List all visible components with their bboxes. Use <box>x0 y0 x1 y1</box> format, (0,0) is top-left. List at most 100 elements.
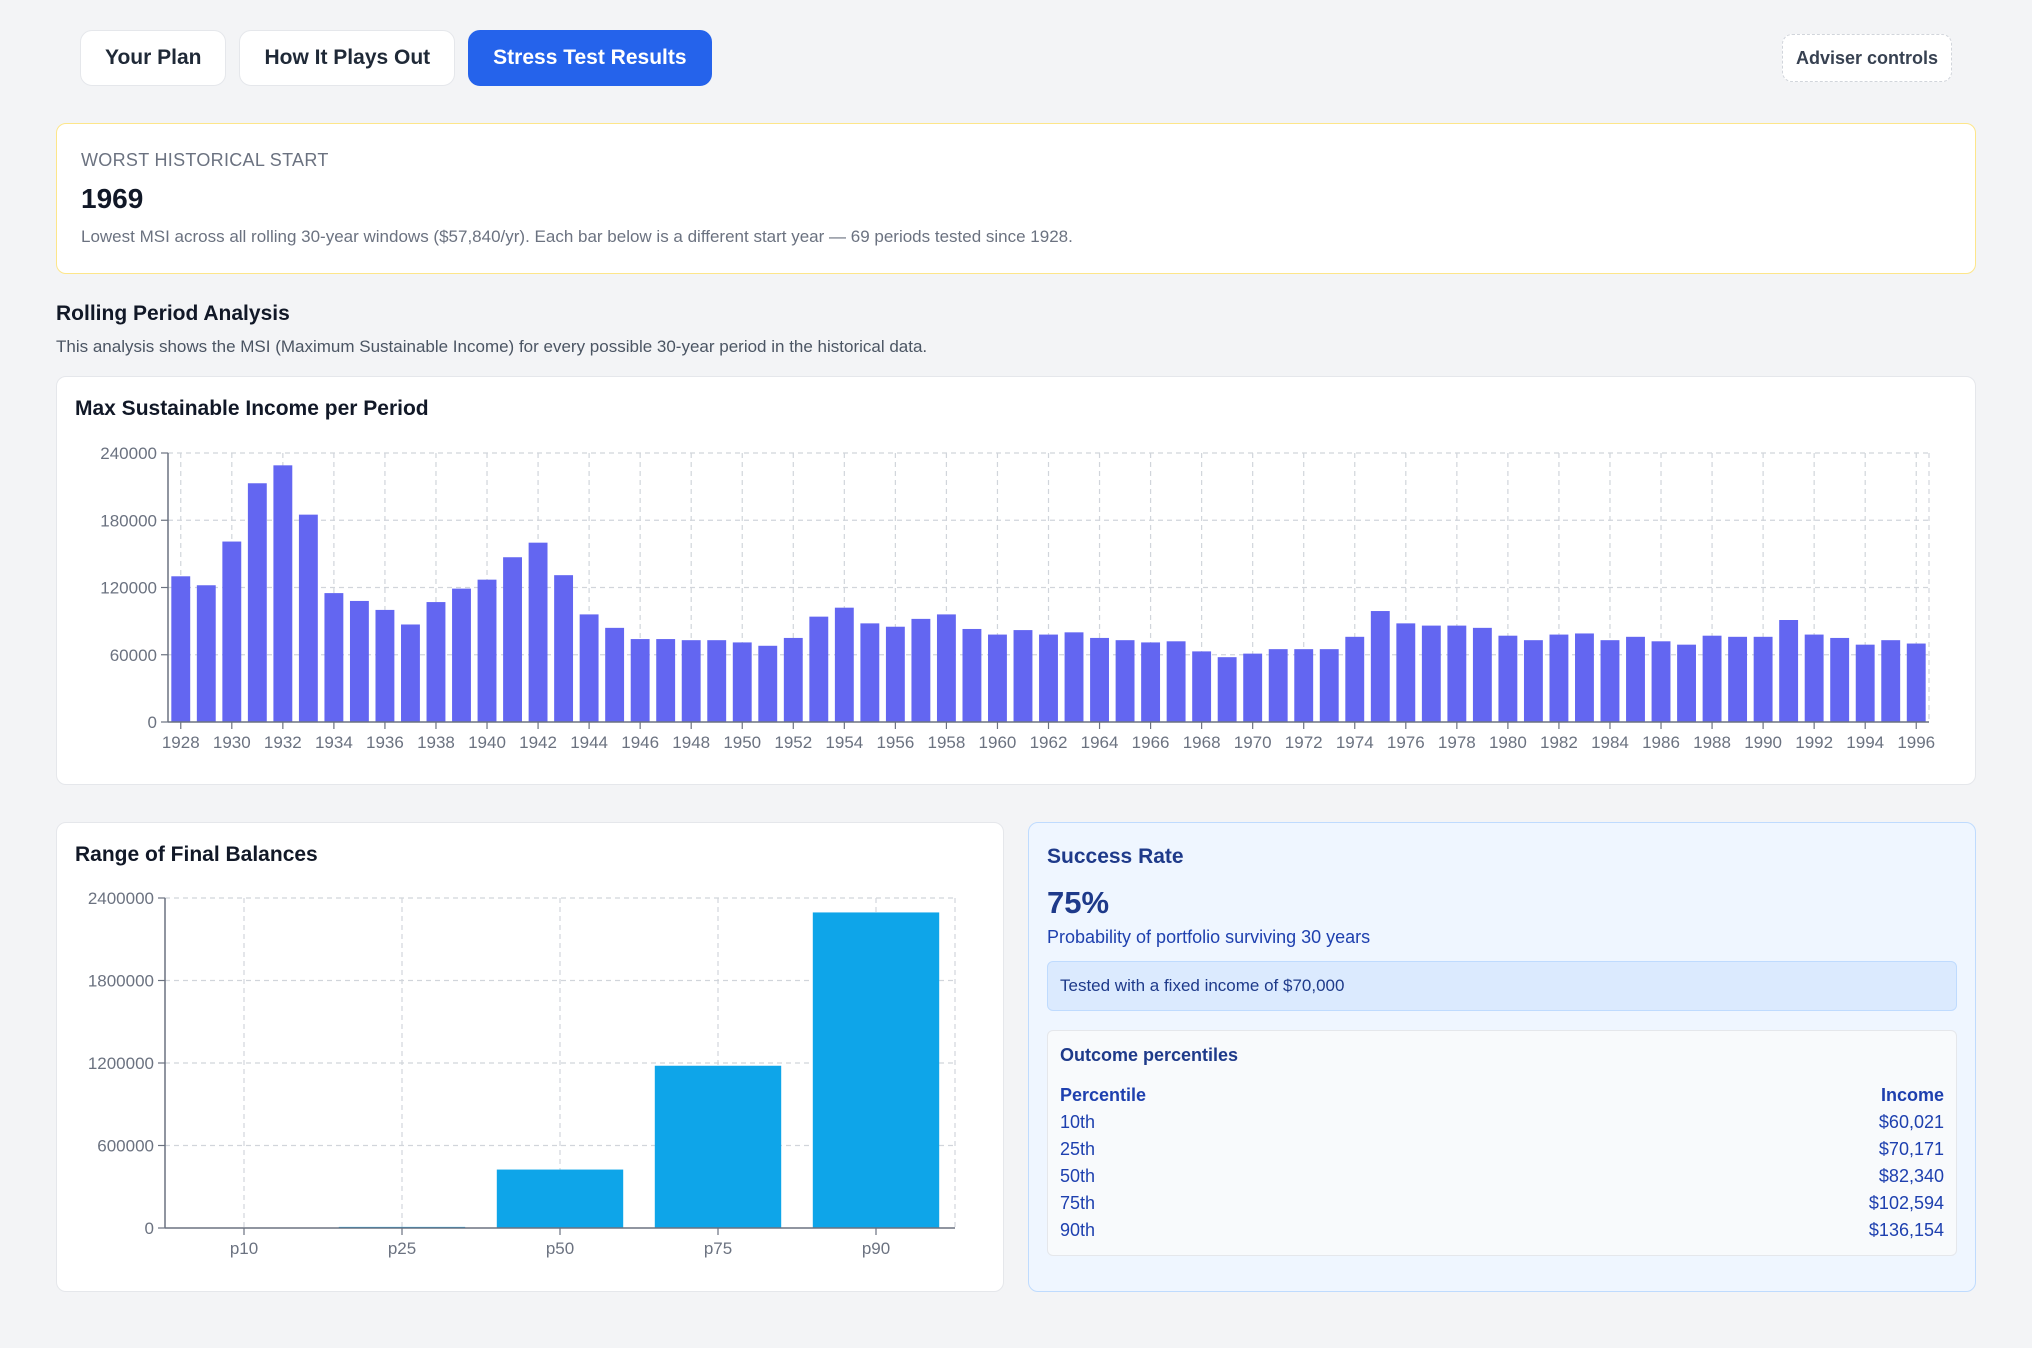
bar-1954 <box>834 607 854 722</box>
bar-1982 <box>1549 634 1569 722</box>
bar-1971 <box>1268 649 1288 722</box>
bar-1986 <box>1651 641 1671 722</box>
bar-1990 <box>1753 636 1773 722</box>
x-tick-label: p10 <box>230 1239 258 1258</box>
adviser-controls-button[interactable]: Adviser controls <box>1782 34 1952 82</box>
msi-bar-chart: 0 60000 120000 180000 240000 1928 1930 1932 1934… <box>100 444 1935 752</box>
fixed-income-text: Tested with a fixed income of $70,000 <box>1060 976 1345 995</box>
x-tick-label: 1940 <box>468 733 506 752</box>
header-percentile: Percentile <box>1060 1084 1147 1105</box>
table-row: 90th $136,154 <box>1060 1217 1944 1244</box>
x-tick-label: 1990 <box>1744 733 1782 752</box>
bar-1942 <box>528 542 548 722</box>
bar-1940 <box>477 579 497 722</box>
bar-1953 <box>809 616 829 722</box>
row-percentile: 75th <box>1060 1193 1096 1213</box>
row-income: $82,340 <box>1878 1166 1944 1186</box>
bar-p90 <box>812 912 940 1228</box>
rolling-period-description: This analysis shows the MSI (Maximum Sus… <box>56 337 928 356</box>
bar-1992 <box>1804 634 1824 722</box>
x-tick-label: 1996 <box>1897 733 1935 752</box>
bar-1934 <box>324 593 344 722</box>
bar-1977 <box>1421 625 1441 722</box>
x-tick-label: 1936 <box>366 733 404 752</box>
bar-1972 <box>1294 649 1314 722</box>
x-tick-label: 1974 <box>1336 733 1374 752</box>
success-rate-card: Success Rate 75% Probability of portfoli… <box>1028 822 1976 1292</box>
header-income: Income <box>1880 1084 1944 1105</box>
row-percentile: 50th <box>1060 1166 1096 1186</box>
bar-1996 <box>1906 643 1926 722</box>
x-tick-label: 1944 <box>570 733 608 752</box>
success-rate-subtitle: Probability of portfolio surviving 30 ye… <box>1047 927 1371 947</box>
success-rate-title: Success Rate <box>1047 845 1184 868</box>
tab-how-it-plays-out[interactable]: How It Plays Out <box>239 30 456 86</box>
percentiles-table: Percentile Income 10th $60,021 25th $70,17… <box>1060 1081 1944 1244</box>
bar-1956 <box>885 626 905 722</box>
table-header-row: Percentile Income <box>1060 1081 1944 1109</box>
bar-1952 <box>783 637 803 722</box>
bar-1930 <box>222 541 242 722</box>
row-percentile: 90th <box>1060 1220 1096 1240</box>
row-percentile: 10th <box>1060 1112 1096 1132</box>
bar-1963 <box>1064 632 1084 722</box>
x-tick-label: 1928 <box>162 733 200 752</box>
bar-p75 <box>654 1065 782 1228</box>
bar-1939 <box>452 588 471 722</box>
bar-1950 <box>732 642 752 722</box>
bar-1957 <box>911 618 931 722</box>
fixed-income-note: Tested with a fixed income of $70,000 <box>1047 961 1957 1011</box>
rolling-period-title: Rolling Period Analysis <box>56 302 290 325</box>
bar-1994 <box>1855 644 1875 722</box>
bar-1943 <box>554 575 574 722</box>
balances-chart-card: Range of Final Balances 0 600000 1200000 18… <box>56 822 1004 1292</box>
bar-1955 <box>860 623 880 722</box>
x-tick-label: 1976 <box>1387 733 1425 752</box>
worst-start-year: 1969 <box>81 183 144 214</box>
bar-1967 <box>1166 641 1186 722</box>
row-percentile: 25th <box>1060 1139 1096 1159</box>
row-income: $136,154 <box>1868 1220 1944 1240</box>
worst-start-description: Lowest MSI across all rolling 30-year wi… <box>81 227 1073 246</box>
row-income: $60,021 <box>1878 1112 1944 1132</box>
tab-stress-test-results[interactable]: Stress Test Results <box>468 30 712 86</box>
tab-your-plan[interactable]: Your Plan <box>80 30 227 86</box>
bar-1961 <box>1013 630 1033 722</box>
x-tick-label: 1958 <box>927 733 965 752</box>
bar-1936 <box>375 609 395 722</box>
row-income: $70,171 <box>1878 1139 1944 1159</box>
y-tick-label: 0 <box>145 1219 154 1238</box>
bar-1985 <box>1626 636 1645 722</box>
bar-1991 <box>1779 620 1799 722</box>
bar-1962 <box>1039 634 1058 722</box>
bar-1945 <box>605 627 625 722</box>
bar-1944 <box>579 614 599 722</box>
bar-1937 <box>401 624 420 722</box>
bar-1995 <box>1881 640 1901 722</box>
y-tick-label: 60000 <box>110 646 157 665</box>
x-tick-label: 1964 <box>1081 733 1119 752</box>
balances-chart-title: Range of Final Balances <box>75 843 318 866</box>
bar-1987 <box>1677 644 1696 722</box>
balances-bar-chart: 0 600000 1200000 1800000 2400000 p10 p25 p50 p75… <box>88 889 956 1258</box>
y-tick-label: 2400000 <box>88 889 154 908</box>
x-tick-label: 1980 <box>1489 733 1527 752</box>
bar-1947 <box>656 639 676 722</box>
x-tick-label: 1966 <box>1132 733 1170 752</box>
y-tick-label: 0 <box>148 713 157 732</box>
x-tick-label: 1954 <box>825 733 863 752</box>
bar-1976 <box>1396 623 1416 722</box>
row-income: $102,594 <box>1868 1193 1944 1213</box>
bar-1975 <box>1370 611 1390 722</box>
x-tick-label: 1946 <box>621 733 659 752</box>
bar-1948 <box>681 640 701 722</box>
x-tick-label: 1984 <box>1591 733 1629 752</box>
bar-1966 <box>1141 642 1161 722</box>
bar-1965 <box>1115 640 1135 722</box>
x-tick-label: 1970 <box>1234 733 1272 752</box>
outcome-percentiles-title: Outcome percentiles <box>1060 1045 1239 1065</box>
msi-chart-card: Max Sustainable Income per Period 0 60000… <box>56 376 1976 785</box>
bar-1984 <box>1600 640 1620 722</box>
y-tick-label: 180000 <box>100 511 157 530</box>
bar-1964 <box>1090 637 1109 722</box>
